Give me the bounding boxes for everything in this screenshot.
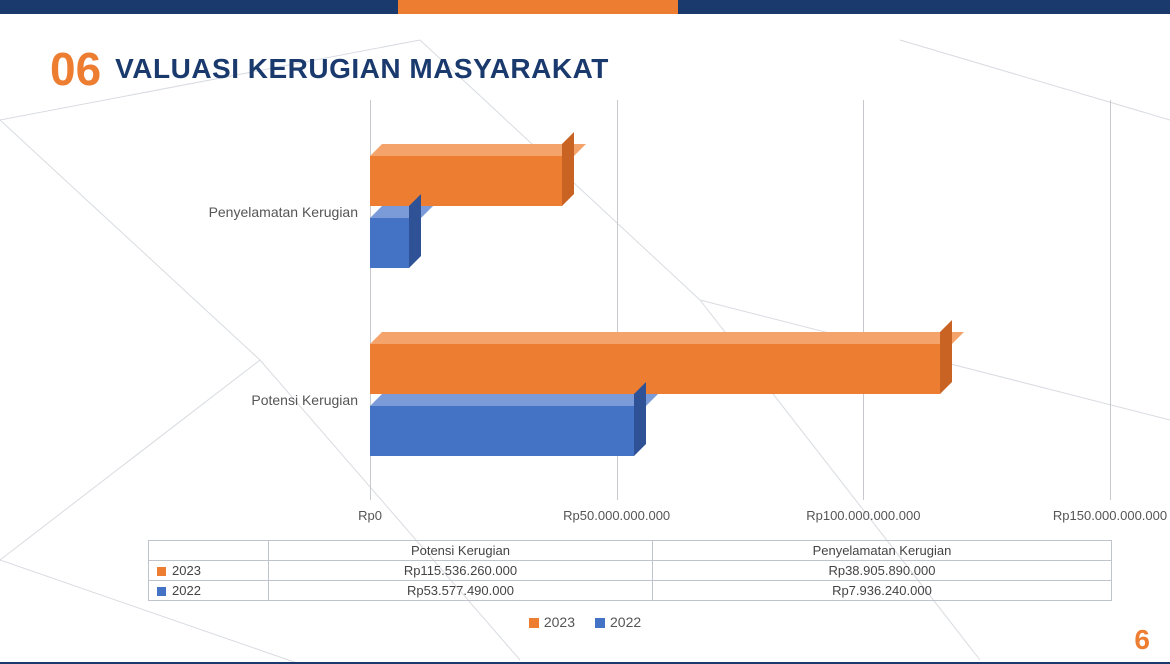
top-bar [0, 0, 1170, 14]
slide-header: 06 VALUASI KERUGIAN MASYARAKAT [50, 42, 609, 96]
table-row: 2023Rp115.536.260.000Rp38.905.890.000 [149, 561, 1112, 581]
table-row-header: 2022 [149, 581, 269, 601]
bar-2022-potensi-kerugian [370, 406, 634, 456]
category-label: Penyelamatan Kerugian [188, 204, 358, 220]
chart-plot [370, 100, 1110, 500]
table-col-header: Penyelamatan Kerugian [652, 541, 1111, 561]
table-cell: Rp53.577.490.000 [269, 581, 653, 601]
bar-2023-penyelamatan-kerugian [370, 156, 562, 206]
table-cell: Rp7.936.240.000 [652, 581, 1111, 601]
data-table: Potensi KerugianPenyelamatan Kerugian 20… [148, 540, 1112, 601]
table-cell: Rp38.905.890.000 [652, 561, 1111, 581]
x-tick-label: Rp0 [358, 508, 382, 523]
legend-swatch [529, 618, 539, 628]
table-col-header: Potensi Kerugian [269, 541, 653, 561]
table-row-header: 2023 [149, 561, 269, 581]
legend-item: 2023 [529, 614, 575, 630]
table-corner [149, 541, 269, 561]
table-cell: Rp115.536.260.000 [269, 561, 653, 581]
table-row: 2022Rp53.577.490.000Rp7.936.240.000 [149, 581, 1112, 601]
bar-2022-penyelamatan-kerugian [370, 218, 409, 268]
legend-item: 2022 [595, 614, 641, 630]
x-tick-label: Rp100.000.000.000 [806, 508, 920, 523]
x-tick-label: Rp50.000.000.000 [563, 508, 670, 523]
x-tick-label: Rp150.000.000.000 [1053, 508, 1167, 523]
legend-swatch [595, 618, 605, 628]
bar-2023-potensi-kerugian [370, 344, 940, 394]
page-number: 6 [1134, 624, 1150, 656]
slide-title: VALUASI KERUGIAN MASYARAKAT [115, 53, 609, 85]
category-label: Potensi Kerugian [188, 392, 358, 408]
slide-number: 06 [50, 42, 101, 96]
legend: 2023 2022 [0, 614, 1170, 630]
